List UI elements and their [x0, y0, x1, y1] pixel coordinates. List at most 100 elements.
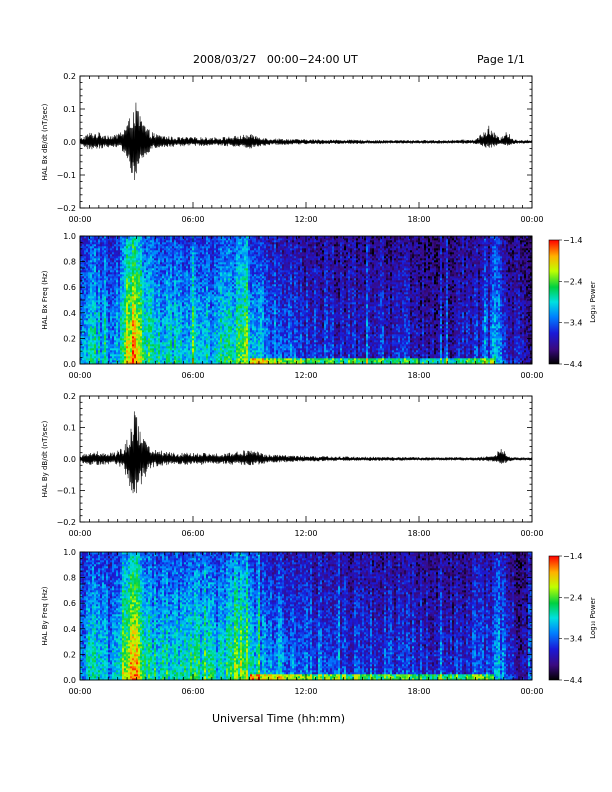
spectrogram-cell: [230, 324, 232, 326]
spectrogram-cell: [170, 318, 172, 320]
spectrogram-cell: [98, 264, 100, 266]
spectrogram-cell: [94, 280, 96, 282]
spectrogram-cell: [86, 320, 88, 322]
spectrogram-cell: [222, 304, 224, 306]
spectrogram-cell: [184, 260, 186, 262]
spectrogram-cell: [84, 360, 86, 362]
spectrogram-cell: [190, 288, 192, 290]
spectrogram-cell: [136, 308, 138, 310]
spectrogram-cell: [202, 300, 204, 302]
spectrogram-cell: [220, 294, 222, 296]
spectrogram-cell: [144, 344, 146, 346]
spectrogram-cell: [146, 262, 148, 264]
spectrogram-cell: [198, 288, 200, 290]
spectrogram-cell: [106, 270, 108, 272]
spectrogram-cell: [160, 290, 162, 292]
spectrogram-cell: [122, 246, 124, 248]
spectrogram-cell: [110, 248, 112, 250]
spectrogram-cell: [150, 308, 152, 310]
x-tick-label: 00:00: [68, 215, 91, 224]
spectrogram-cell: [144, 270, 146, 272]
spectrogram-cell: [182, 344, 184, 346]
spectrogram-cell: [156, 344, 158, 346]
spectrogram-cell: [220, 352, 222, 354]
spectrogram-cell: [102, 348, 104, 350]
spectrogram-cell: [206, 290, 208, 292]
spectrogram-cell: [96, 318, 98, 320]
spectrogram-cell: [120, 328, 122, 330]
spectrogram-cell: [112, 328, 114, 330]
spectrogram-cell: [166, 338, 168, 340]
spectrogram-cell: [196, 276, 198, 278]
spectrogram-cell: [148, 278, 150, 280]
spectrogram-cell: [84, 320, 86, 322]
spectrogram-cell: [108, 310, 110, 312]
spectrogram-cell: [154, 340, 156, 342]
spectrogram-cell: [100, 272, 102, 274]
spectrogram-cell: [214, 296, 216, 298]
spectrogram-cell: [160, 246, 162, 248]
spectrogram-cell: [182, 268, 184, 270]
spectrogram-cell: [148, 314, 150, 316]
spectrogram-cell: [204, 294, 206, 296]
spectrogram-cell: [210, 354, 212, 356]
spectrogram-cell: [134, 238, 136, 240]
spectrogram-cell: [224, 320, 226, 322]
spectrogram-cell: [174, 260, 176, 262]
spectrogram-cell: [142, 316, 144, 318]
spectrogram-cell: [122, 360, 124, 362]
spectrogram-cell: [92, 332, 94, 334]
spectrogram-cell: [150, 298, 152, 300]
spectrogram-cell: [126, 296, 128, 298]
spectrogram-cell: [142, 302, 144, 304]
spectrogram-cell: [166, 264, 168, 266]
spectrogram-cell: [214, 292, 216, 294]
spectrogram-cell: [230, 310, 232, 312]
spectrogram-cell: [204, 302, 206, 304]
spectrogram-cell: [92, 254, 94, 256]
spectrogram-cell: [112, 282, 114, 284]
spectrogram-cell: [172, 288, 174, 290]
spectrogram-cell: [222, 312, 224, 314]
spectrogram-cell: [222, 326, 224, 328]
spectrogram-cell: [96, 312, 98, 314]
spectrogram-cell: [166, 286, 168, 288]
spectrogram-cell: [198, 334, 200, 336]
spectrogram-cell: [142, 320, 144, 322]
spectrogram-cell: [112, 238, 114, 240]
spectrogram-cell: [174, 284, 176, 286]
spectrogram-cell: [214, 338, 216, 340]
spectrogram-cell: [142, 290, 144, 292]
spectrogram-cell: [82, 282, 84, 284]
spectrogram-cell: [120, 242, 122, 244]
spectrogram-cell: [148, 288, 150, 290]
spectrogram-cell: [176, 294, 178, 296]
spectrogram-cell: [106, 326, 108, 328]
spectrogram-cell: [154, 336, 156, 338]
spectrogram-cell: [172, 306, 174, 308]
spectrogram-cell: [178, 294, 180, 296]
spectrogram-cell: [140, 350, 142, 352]
spectrogram-cell: [196, 306, 198, 308]
spectrogram-cell: [136, 266, 138, 268]
spectrogram-cell: [166, 344, 168, 346]
spectrogram-cell: [122, 254, 124, 256]
spectrogram-cell: [192, 318, 194, 320]
spectrogram-cell: [82, 288, 84, 290]
spectrogram-cell: [184, 282, 186, 284]
spectrogram-cell: [226, 272, 228, 274]
spectrogram-cell: [98, 314, 100, 316]
spectrogram-cell: [112, 248, 114, 250]
spectrogram-cell: [198, 296, 200, 298]
spectrogram-cell: [204, 324, 206, 326]
spectrogram-cell: [144, 278, 146, 280]
spectrogram-cell: [192, 284, 194, 286]
spectrogram-cell: [180, 342, 182, 344]
spectrogram-cell: [140, 286, 142, 288]
spectrogram-cell: [132, 300, 134, 302]
spectrogram-cell: [88, 288, 90, 290]
spectrogram-cell: [166, 310, 168, 312]
spectrogram-cell: [210, 290, 212, 292]
spectrogram-cell: [134, 248, 136, 250]
spectrogram-cell: [214, 244, 216, 246]
